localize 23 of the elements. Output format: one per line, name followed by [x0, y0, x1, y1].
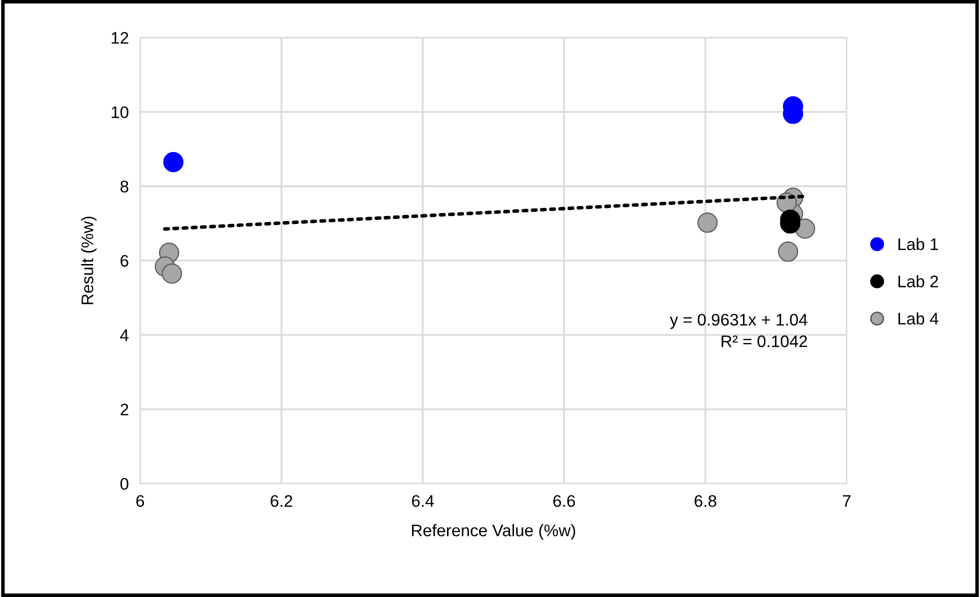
x-tick-label: 7 — [842, 495, 851, 507]
x-axis-title: Reference Value (%w) — [412, 524, 576, 540]
point — [697, 212, 718, 233]
y-tick-label: 8 — [120, 180, 128, 192]
x-tick-label: 6.4 — [412, 495, 434, 507]
point — [163, 152, 184, 172]
point — [778, 242, 798, 262]
point — [162, 263, 182, 284]
x-tick-label: 6 — [136, 495, 144, 507]
y-tick-label: 4 — [120, 329, 129, 341]
y-tick-label: 10 — [112, 106, 128, 118]
legend-label: Lab 4 — [898, 312, 938, 325]
x-tick-label: 6.2 — [270, 495, 292, 507]
annotation: y = 0.9631x + 1.04 R² = 0.1042 — [670, 314, 808, 348]
legend-label: Lab 1 — [898, 238, 938, 250]
y-tick-label: 0 — [120, 478, 128, 490]
y-tick-label: 2 — [120, 404, 128, 416]
x-tick-label: 6.8 — [694, 495, 716, 507]
y-tick-label: 12 — [112, 32, 128, 44]
y-axis-title: Result (%w) — [81, 216, 97, 304]
y-tick-label: 6 — [120, 254, 128, 267]
x-tick-label: 6.6 — [553, 495, 575, 507]
legend-label: Lab 2 — [898, 275, 938, 288]
